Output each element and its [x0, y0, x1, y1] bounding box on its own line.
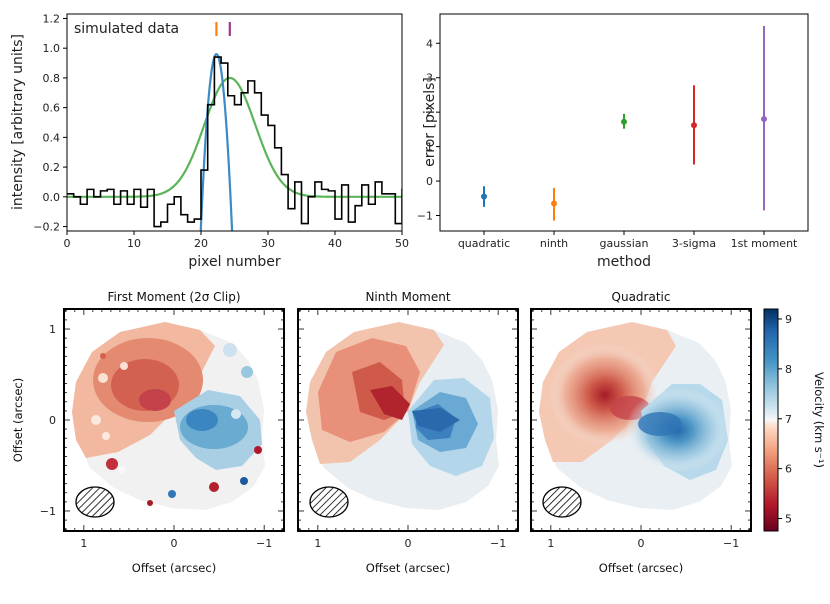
y-tick-label: 0	[426, 175, 433, 188]
map-x-tick-label: −1	[256, 537, 272, 550]
colorbar-tick-label: 7	[785, 413, 792, 426]
beam-ellipse	[309, 486, 349, 518]
map-y-tick-label: 1	[49, 323, 56, 336]
error-panel: quadratic ninth gaussian 3-sigma 1st moment …	[417, 13, 809, 270]
map-title-first-moment: First Moment (2σ Clip)	[107, 290, 240, 304]
spectrum-y-ticks: −0.2 0.0 0.2 0.4 0.6 0.8 1.0 1.2	[33, 12, 67, 234]
map-x-label-1: Offset (arcsec)	[132, 561, 216, 575]
error-y-ticks: −1 0 1 2 3 4	[417, 37, 440, 223]
colorbar-gradient	[763, 308, 779, 532]
error-point-ninth	[551, 200, 557, 207]
map-title-quadratic: Quadratic	[612, 290, 671, 304]
map-quadratic: Quadratic 1 0 −1	[530, 290, 752, 550]
spectrum-frame	[66, 13, 403, 232]
map-ticks-1: 1 0 −1 1 0 −1	[40, 309, 284, 550]
data-step-line	[67, 56, 402, 228]
map-y-label: Offset (arcsec)	[11, 378, 25, 462]
map-x-tick-label: 0	[405, 537, 412, 550]
error-x-ticks: quadratic ninth gaussian 3-sigma 1st moment	[458, 231, 798, 250]
map-title-ninth-moment: Ninth Moment	[365, 290, 450, 304]
colorbar-tick-label: 6	[785, 463, 792, 476]
x-tick-label: 30	[261, 237, 275, 250]
map-x-label-2: Offset (arcsec)	[366, 561, 450, 575]
gaussian-fit-line	[67, 76, 402, 198]
map-ticks-3: 1 0 −1	[531, 309, 751, 550]
map-y-tick-label: 0	[49, 414, 56, 427]
spectrum-panel: 0 10 20 30 40 50 −0.2 0.0 0.2 0.4 0.6 0.8 1.0 1.2 si…	[10, 12, 409, 270]
y-tick-label: 3	[426, 72, 433, 85]
colorbar-ticks: 5 6 7 8 9	[778, 313, 792, 526]
spectrum-y-label: intensity [arbitrary units]	[10, 34, 26, 210]
map-x-tick-label: 1	[314, 537, 321, 550]
velocity-field-quadratic	[539, 322, 732, 510]
y-tick-label: 0.6	[43, 102, 61, 115]
map-x-tick-label: 0	[171, 537, 178, 550]
velocity-maps: First Moment (2σ Clip)	[11, 290, 826, 575]
map-x-tick-label: 1	[547, 537, 554, 550]
x-tick-label: 20	[194, 237, 208, 250]
x-tick-label: gaussian	[600, 237, 649, 250]
error-point-3-sigma	[691, 122, 697, 129]
y-tick-label: 0.0	[43, 191, 61, 204]
y-tick-label: 0.8	[43, 72, 61, 85]
y-tick-label: −1	[417, 210, 433, 223]
x-tick-label: 50	[395, 237, 409, 250]
map-x-tick-label: −1	[723, 537, 739, 550]
x-tick-label: 40	[328, 237, 342, 250]
x-tick-label: 10	[127, 237, 141, 250]
y-tick-label: 2	[426, 106, 433, 119]
x-tick-label: ninth	[540, 237, 568, 250]
quadratic-fit-line	[199, 52, 234, 231]
error-bars	[481, 26, 767, 221]
colorbar: 5 6 7 8 9 Velocity (km s⁻¹)	[763, 308, 826, 532]
error-point-quadratic	[481, 193, 487, 200]
beam-ellipse	[75, 486, 115, 518]
peak-markers	[215, 22, 231, 36]
y-tick-label: −0.2	[33, 221, 60, 234]
y-tick-label: 0.4	[43, 131, 61, 144]
y-tick-label: 1	[426, 141, 433, 154]
annotation-simulated-data: simulated data	[74, 21, 179, 37]
colorbar-tick-label: 5	[785, 513, 792, 526]
spectrum-x-ticks: 0 10 20 30 40 50	[64, 231, 409, 250]
y-tick-label: 4	[426, 37, 433, 50]
spectrum-x-label: pixel number	[188, 254, 280, 270]
x-tick-label: 0	[64, 237, 71, 250]
error-y-label: error [pixels]	[422, 77, 438, 167]
error-x-label: method	[597, 254, 651, 270]
y-tick-label: 1.2	[43, 12, 61, 25]
map-x-label-3: Offset (arcsec)	[599, 561, 683, 575]
colorbar-tick-label: 9	[785, 313, 792, 326]
map-x-tick-label: 0	[638, 537, 645, 550]
map-ticks-2: 1 0 −1	[298, 309, 518, 550]
colorbar-label: Velocity (km s⁻¹)	[812, 372, 826, 468]
beam-ellipse	[542, 486, 582, 518]
x-tick-label: 3-sigma	[672, 237, 716, 250]
map-first-moment: First Moment (2σ Clip)	[40, 290, 285, 550]
error-point-gaussian	[621, 118, 627, 125]
colorbar-tick-label: 8	[785, 363, 792, 376]
x-tick-label: quadratic	[458, 237, 510, 250]
velocity-field-first-moment	[72, 322, 265, 510]
y-tick-label: 1.0	[43, 42, 61, 55]
map-x-tick-label: −1	[490, 537, 506, 550]
map-ninth-moment: Ninth Moment 1 0 −1	[297, 290, 519, 550]
velocity-field-ninth-moment	[306, 322, 499, 510]
spectrum-plot-area	[67, 52, 402, 231]
map-y-tick-label: −1	[40, 505, 56, 518]
x-tick-label: 1st moment	[731, 237, 798, 250]
error-point-1st-moment	[761, 116, 767, 123]
map-x-tick-label: 1	[80, 537, 87, 550]
y-tick-label: 0.2	[43, 161, 61, 174]
